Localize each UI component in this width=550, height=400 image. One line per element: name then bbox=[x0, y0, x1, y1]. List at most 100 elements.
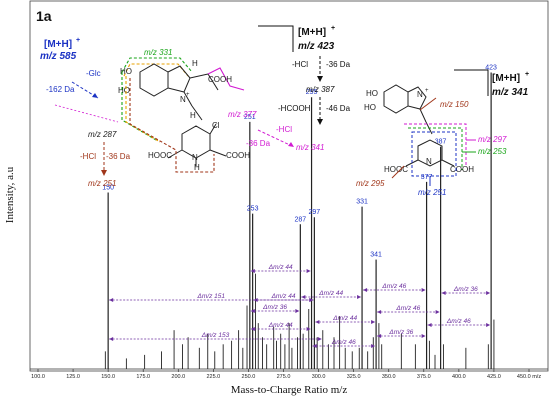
ion-423-label: [M+H] bbox=[298, 27, 326, 38]
delta-label: Δm/z 151 bbox=[197, 293, 226, 300]
delta-label: Δm/z 153 bbox=[201, 332, 230, 339]
x-tick-label: 425.0 bbox=[487, 374, 501, 380]
ho-label-2: HO bbox=[118, 86, 130, 95]
ho-label-4: HO bbox=[364, 103, 376, 112]
plus-label-2: + bbox=[425, 88, 429, 94]
hcl-423-label: -HCl bbox=[292, 60, 308, 69]
frag-297-label: m/z 297 bbox=[478, 135, 507, 144]
frag-377-label: m/z 377 bbox=[228, 110, 257, 119]
peak-label-377: 377 bbox=[421, 174, 433, 181]
delta-arrowhead-left bbox=[315, 320, 320, 324]
delta-label: Δm/z 36 bbox=[453, 286, 478, 293]
minor-peak-group bbox=[104, 273, 495, 369]
delta-arrowhead-left bbox=[253, 298, 258, 302]
delta-label: Δm/z 44 bbox=[318, 290, 343, 297]
ion-341-label: [M+H] bbox=[492, 73, 520, 84]
ion-341-mz: m/z 341 bbox=[492, 87, 529, 98]
delta-label: Δm/z 46 bbox=[381, 283, 406, 290]
hcooh-arrowhead bbox=[317, 119, 323, 125]
peak-label-387: 387 bbox=[435, 139, 447, 146]
brown-frag-path bbox=[129, 78, 215, 173]
delta-arrowhead-left bbox=[441, 291, 446, 295]
right-molecule-skeleton bbox=[383, 84, 455, 167]
delta-arrowhead-right bbox=[306, 269, 311, 273]
frag-150-pointer bbox=[419, 97, 437, 111]
delta-arrowhead-left bbox=[250, 327, 255, 331]
peak-label-341: 341 bbox=[370, 252, 382, 259]
ion-585-mz: m/z 585 bbox=[40, 51, 77, 62]
frag-331-outline bbox=[121, 57, 193, 73]
frag-387-label: m/z 387 bbox=[306, 85, 335, 94]
x-tick-label: 350.0 bbox=[382, 374, 396, 380]
delta-arrowhead-left bbox=[109, 298, 114, 302]
delta-label: Δm/z 46 bbox=[331, 339, 356, 346]
frag-295-pointer bbox=[391, 165, 405, 179]
peak-label-297: 297 bbox=[309, 209, 321, 216]
delta-arrowhead-right bbox=[357, 295, 362, 299]
ion-423-mz: m/z 423 bbox=[298, 41, 335, 52]
frag-251-right-label: m/z 251 bbox=[418, 188, 446, 197]
delta-arrowhead-right bbox=[421, 288, 426, 292]
delta-label: Δm/z 44 bbox=[271, 293, 296, 300]
delta-arrowhead-right bbox=[371, 344, 376, 348]
x-tick-label: 250.0 bbox=[242, 374, 256, 380]
ion-341-bracket bbox=[454, 69, 489, 96]
da-377-label: -36 Da bbox=[246, 139, 271, 148]
delta-arrowhead-left bbox=[312, 344, 317, 348]
peak-label-295: 295 bbox=[306, 89, 318, 96]
delta-arrowhead-left bbox=[250, 309, 255, 313]
green-frag-path bbox=[121, 72, 157, 141]
delta-arrowhead-right bbox=[309, 298, 314, 302]
delta-arrowhead-left bbox=[363, 288, 368, 292]
delta-arrowhead-right bbox=[486, 291, 491, 295]
delta-arrowhead-right bbox=[421, 334, 426, 338]
n-label-2: N bbox=[192, 153, 198, 162]
da-423-label: -36 Da bbox=[326, 60, 351, 69]
delta-arrowhead-left bbox=[301, 295, 306, 299]
ion-585-label: [M+H] bbox=[44, 39, 72, 50]
x-tick-label: 275.0 bbox=[277, 374, 291, 380]
x-tick-label: 450.0 m/z bbox=[517, 374, 541, 380]
frag-253-label: m/z 253 bbox=[478, 147, 507, 156]
frag-287-label: m/z 287 bbox=[88, 130, 117, 139]
frag-251-left-label: m/z 251 bbox=[88, 179, 116, 188]
delta-arrowhead-left bbox=[377, 334, 382, 338]
orange-frag-path bbox=[125, 76, 161, 143]
delta-arrowhead-left bbox=[377, 310, 382, 314]
hcl-left-arrowhead bbox=[101, 170, 107, 176]
peak-label-331: 331 bbox=[356, 199, 368, 206]
delta-label: Δm/z 46 bbox=[395, 305, 420, 312]
plot-frame bbox=[29, 0, 549, 372]
delta-label: Δm/z 46 bbox=[446, 318, 471, 325]
delta-arrowhead-left bbox=[109, 337, 114, 341]
peak-label-251: 251 bbox=[244, 114, 256, 121]
n-label-4: N bbox=[426, 157, 432, 166]
x-axis-label: Mass-to-Charge Ratio m/z bbox=[231, 384, 348, 396]
peak-label-150: 150 bbox=[102, 185, 114, 192]
peak-label-253: 253 bbox=[247, 206, 259, 213]
hcooh-label: -HCOOH bbox=[278, 104, 311, 113]
frag-150-label: m/z 150 bbox=[440, 100, 469, 109]
delta-arrowhead-right bbox=[435, 310, 440, 314]
delta-label: Δm/z 44 bbox=[268, 264, 293, 271]
frag-295-label: m/z 295 bbox=[356, 179, 385, 188]
h-label-3: H bbox=[194, 163, 200, 172]
cooh-label-2: COOH bbox=[226, 151, 250, 160]
x-tick-label: 200.0 bbox=[171, 374, 185, 380]
glc-loss-label: -Glc bbox=[86, 69, 101, 78]
frag-orange-outline bbox=[123, 63, 189, 77]
da-46-label: -46 Da bbox=[326, 104, 351, 113]
cl-label: Cl bbox=[212, 121, 220, 130]
hooc-label-1: HOOC bbox=[148, 151, 172, 160]
x-tick-label: 300.0 bbox=[312, 374, 326, 380]
plus-label-1: + bbox=[186, 92, 190, 98]
peak-label-423: 423 bbox=[485, 64, 497, 71]
ion-423-bracket bbox=[258, 25, 294, 52]
ion-423-charge: + bbox=[331, 25, 335, 32]
x-tick-label: 150.0 bbox=[101, 374, 115, 380]
labeled-peak-group: 150 251 253 287 295 297 331 341 377 387 423 bbox=[102, 64, 497, 369]
panel-label: 1a bbox=[36, 8, 52, 24]
x-tick-label: 375.0 bbox=[417, 374, 431, 380]
